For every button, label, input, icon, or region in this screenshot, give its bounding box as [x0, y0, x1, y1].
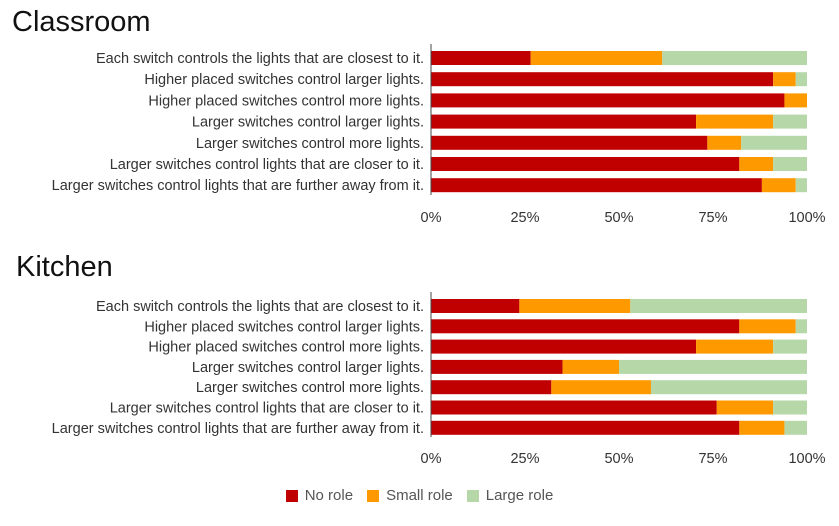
kitchen-bar-no-role-1	[431, 319, 740, 334]
classroom-x-tick-label-1: 25%	[510, 210, 539, 226]
kitchen-bar-large-role-6	[784, 420, 807, 435]
classroom-bar-large-role-3	[773, 114, 807, 129]
legend-item-small-role: Small role	[367, 487, 453, 504]
classroom-bar-no-role-6	[431, 178, 762, 193]
kitchen-category-label-4: Larger switches control more lights.	[196, 380, 424, 396]
classroom-bar-large-role-1	[795, 72, 807, 87]
legend-swatch-large-role	[466, 489, 479, 502]
charts-canvas: Each switch controls the lights that are…	[52, 44, 826, 467]
kitchen-bar-large-role-4	[650, 380, 807, 395]
classroom-category-label-3: Larger switches control larger lights.	[192, 115, 424, 131]
legend-label-small-role: Small role	[386, 487, 453, 504]
kitchen-bar-large-role-5	[773, 400, 807, 415]
kitchen-bar-no-role-4	[431, 380, 552, 395]
classroom-bar-no-role-2	[431, 93, 785, 108]
kitchen-category-label-2: Higher placed switches control more ligh…	[148, 340, 424, 356]
classroom-bar-small-role-1	[773, 72, 796, 87]
kitchen-x-tick-label-1: 25%	[510, 451, 539, 467]
classroom-category-label-0: Each switch controls the lights that are…	[96, 51, 424, 67]
classroom-bar-no-role-0	[431, 51, 531, 65]
kitchen-bar-small-role-0	[519, 299, 631, 313]
legend-item-no-role: No role	[285, 487, 354, 504]
classroom-category-label-4: Larger switches control more lights.	[196, 136, 424, 152]
legend-item-large-role: Large role	[466, 487, 554, 504]
kitchen-bar-no-role-2	[431, 339, 697, 354]
kitchen-bar-small-role-4	[551, 380, 651, 395]
kitchen-category-label-0: Each switch controls the lights that are…	[96, 299, 424, 315]
legend-swatch-small-role	[367, 489, 380, 502]
classroom-category-label-5: Larger switches control lights that are …	[110, 157, 424, 173]
classroom-category-label-2: Higher placed switches control more ligh…	[148, 93, 424, 109]
classroom-bar-small-role-4	[707, 135, 742, 150]
classroom-x-tick-label-2: 50%	[604, 210, 633, 226]
classroom-bar-small-role-5	[739, 157, 774, 171]
kitchen-bar-small-role-5	[716, 400, 774, 415]
classroom-bar-small-role-2	[784, 93, 807, 108]
kitchen-category-label-3: Larger switches control larger lights.	[192, 360, 424, 376]
kitchen-x-tick-label-2: 50%	[604, 451, 633, 467]
chart-title-classroom: Classroom	[12, 6, 151, 38]
classroom-x-tick-label-0: 0%	[421, 210, 442, 226]
kitchen-bar-large-role-0	[630, 299, 807, 313]
kitchen-bar-no-role-0	[431, 299, 520, 313]
classroom-bar-large-role-0	[662, 51, 807, 65]
legend: No role Small role Large role	[0, 487, 839, 504]
kitchen-bar-no-role-6	[431, 420, 740, 435]
classroom-bar-large-role-5	[773, 157, 807, 171]
kitchen-bar-no-role-5	[431, 400, 717, 415]
kitchen-x-tick-label-0: 0%	[421, 451, 442, 467]
legend-label-no-role: No role	[304, 487, 354, 504]
kitchen-x-tick-label-3: 75%	[698, 451, 727, 467]
classroom-bar-no-role-4	[431, 135, 708, 150]
classroom-bar-small-role-0	[530, 51, 663, 65]
classroom-bar-no-role-5	[431, 157, 740, 171]
kitchen-bar-large-role-3	[619, 359, 807, 374]
kitchen-bar-small-role-2	[696, 339, 774, 354]
classroom-x-tick-label-3: 75%	[698, 210, 727, 226]
classroom-bar-large-role-6	[795, 178, 807, 193]
kitchen-category-label-5: Larger switches control lights that are …	[110, 401, 424, 417]
classroom-category-label-1: Higher placed switches control larger li…	[144, 72, 424, 88]
kitchen-bar-small-role-3	[562, 359, 619, 374]
classroom-bar-small-role-6	[761, 178, 796, 193]
kitchen-bar-no-role-3	[431, 359, 563, 374]
kitchen-category-label-1: Higher placed switches control larger li…	[144, 319, 424, 335]
kitchen-x-tick-label-4: 100%	[788, 451, 825, 467]
classroom-x-tick-label-4: 100%	[788, 210, 825, 226]
kitchen-category-label-6: Larger switches control lights that are …	[52, 421, 424, 437]
classroom-category-label-6: Larger switches control lights that are …	[52, 178, 424, 194]
classroom-bar-small-role-3	[696, 114, 774, 129]
classroom-bar-large-role-4	[741, 135, 807, 150]
classroom-bar-no-role-1	[431, 72, 774, 87]
legend-swatch-no-role	[285, 489, 298, 502]
chart-title-kitchen: Kitchen	[16, 251, 113, 283]
kitchen-bar-large-role-1	[795, 319, 807, 334]
kitchen-bar-small-role-1	[739, 319, 796, 334]
legend-label-large-role: Large role	[485, 487, 554, 504]
classroom-bar-no-role-3	[431, 114, 697, 129]
kitchen-bar-small-role-6	[739, 420, 785, 435]
kitchen-bar-large-role-2	[773, 339, 807, 354]
